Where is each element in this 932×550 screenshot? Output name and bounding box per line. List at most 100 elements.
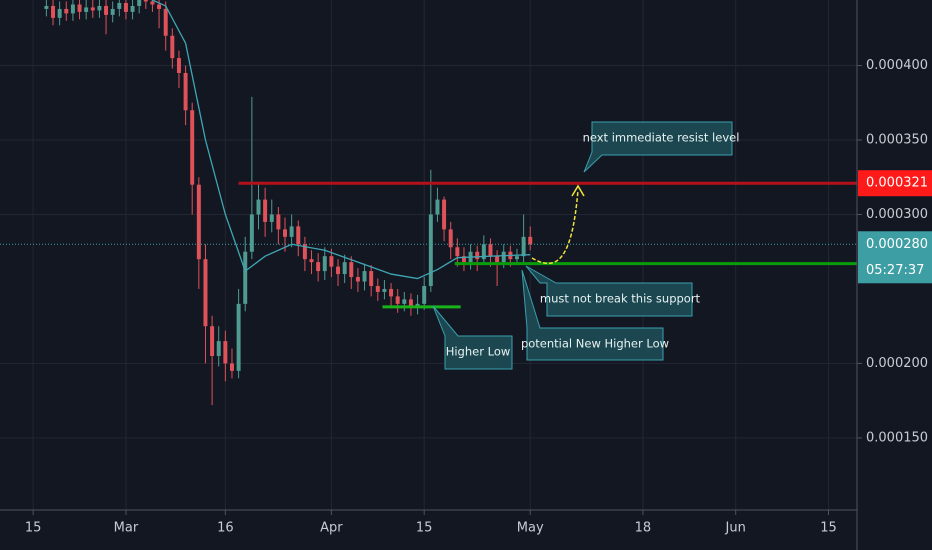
x-tick-label: Mar: [114, 521, 139, 536]
candle-body: [442, 199, 447, 230]
candle-body: [64, 8, 69, 14]
candle-body: [137, 0, 142, 6]
candle-body: [223, 341, 228, 364]
countdown: 05:27:37: [866, 263, 924, 278]
price-label-box: [858, 170, 932, 197]
candle-body: [236, 303, 241, 371]
price-label: 0.000321: [866, 176, 928, 191]
candle-body: [355, 277, 360, 282]
candle-body: [51, 5, 56, 18]
candle-body: [263, 199, 268, 222]
candle-body: [375, 285, 380, 292]
y-tick-label: 0.000400: [866, 58, 928, 73]
candle-body: [289, 226, 294, 237]
candle-body: [249, 214, 254, 252]
candle-body: [528, 236, 533, 245]
candle-body: [110, 8, 115, 15]
candle-body: [243, 251, 248, 304]
x-tick-label: 15: [416, 521, 433, 536]
callout: Higher Low: [432, 305, 513, 370]
candle-body: [90, 7, 95, 11]
x-tick-label: 15: [820, 521, 837, 536]
candle-body: [488, 244, 493, 257]
candle-body: [256, 199, 261, 215]
candle-body: [117, 2, 122, 9]
candle-body: [97, 5, 102, 11]
candle-body: [435, 199, 440, 215]
candle-body: [84, 7, 89, 12]
candle-body: [143, 0, 148, 2]
candle-body: [329, 256, 334, 267]
candle-body: [70, 4, 75, 14]
candle-body: [455, 247, 460, 257]
candle-body: [176, 58, 181, 73]
moving-average: [150, 0, 531, 280]
candle-body: [302, 244, 307, 260]
candle-body: [369, 271, 374, 286]
candle-body: [395, 296, 400, 304]
callout: potential New Higher Low: [521, 269, 669, 361]
x-tick-label: May: [517, 521, 544, 536]
candle-body: [229, 363, 234, 371]
grid: [0, 0, 857, 510]
y-tick-label: 0.000200: [866, 356, 928, 371]
callout: must not break this support: [525, 265, 701, 317]
annotation: next immediate resist level: [583, 131, 740, 145]
candle-body: [203, 259, 208, 327]
candle-body: [276, 214, 281, 230]
candle-body: [210, 326, 215, 356]
plot: [0, 0, 857, 406]
x-tick-label: 15: [25, 521, 42, 536]
candle-body: [402, 299, 407, 304]
candle-body: [170, 35, 175, 59]
candle-body: [389, 288, 394, 297]
candle-body: [408, 299, 413, 307]
projection-arrow: [531, 189, 579, 265]
callout: next immediate resist level: [583, 121, 740, 173]
candle-body: [428, 214, 433, 286]
candle-body: [130, 5, 135, 12]
candle-body: [163, 8, 168, 36]
x-tick-label: 18: [635, 521, 652, 536]
y-tick-label: 0.000350: [866, 133, 928, 148]
candle-body: [362, 271, 367, 282]
price-label: 0.000280: [866, 237, 928, 252]
candle-body: [422, 285, 427, 304]
x-tick-label: Apr: [320, 521, 343, 536]
candle-body: [342, 262, 347, 275]
x-tick-label: Jun: [725, 521, 746, 536]
x-tick-label: 16: [217, 521, 234, 536]
candle-body: [309, 259, 314, 263]
candle-body: [481, 244, 486, 260]
candle-body: [183, 72, 188, 111]
candle-body: [283, 229, 287, 237]
candle-body: [196, 184, 201, 260]
candle-body: [150, 1, 155, 5]
candle-body: [521, 236, 526, 257]
candle-body: [514, 256, 519, 260]
annotation: potential New Higher Low: [521, 337, 669, 351]
candle-body: [336, 266, 341, 275]
candle-body: [448, 229, 453, 248]
candle-body: [382, 288, 387, 292]
candle-body: [501, 251, 506, 263]
arrow-head: [571, 184, 585, 197]
candle-body: [316, 262, 321, 272]
candle-body: [77, 4, 82, 12]
candle-body: [216, 341, 221, 356]
y-tick-label: 0.000150: [866, 430, 928, 445]
candle-body: [190, 110, 195, 185]
annotation: must not break this support: [540, 292, 701, 306]
candle-body: [322, 256, 327, 272]
candle-body: [495, 256, 500, 263]
candle-body: [123, 2, 128, 12]
candle-body: [475, 251, 480, 260]
candle-body: [269, 214, 274, 222]
candle-body: [44, 5, 49, 9]
candle-body: [296, 226, 301, 245]
candle-body: [157, 4, 162, 9]
y-tick-label: 0.000300: [866, 207, 928, 222]
annotation: Higher Low: [446, 345, 511, 359]
